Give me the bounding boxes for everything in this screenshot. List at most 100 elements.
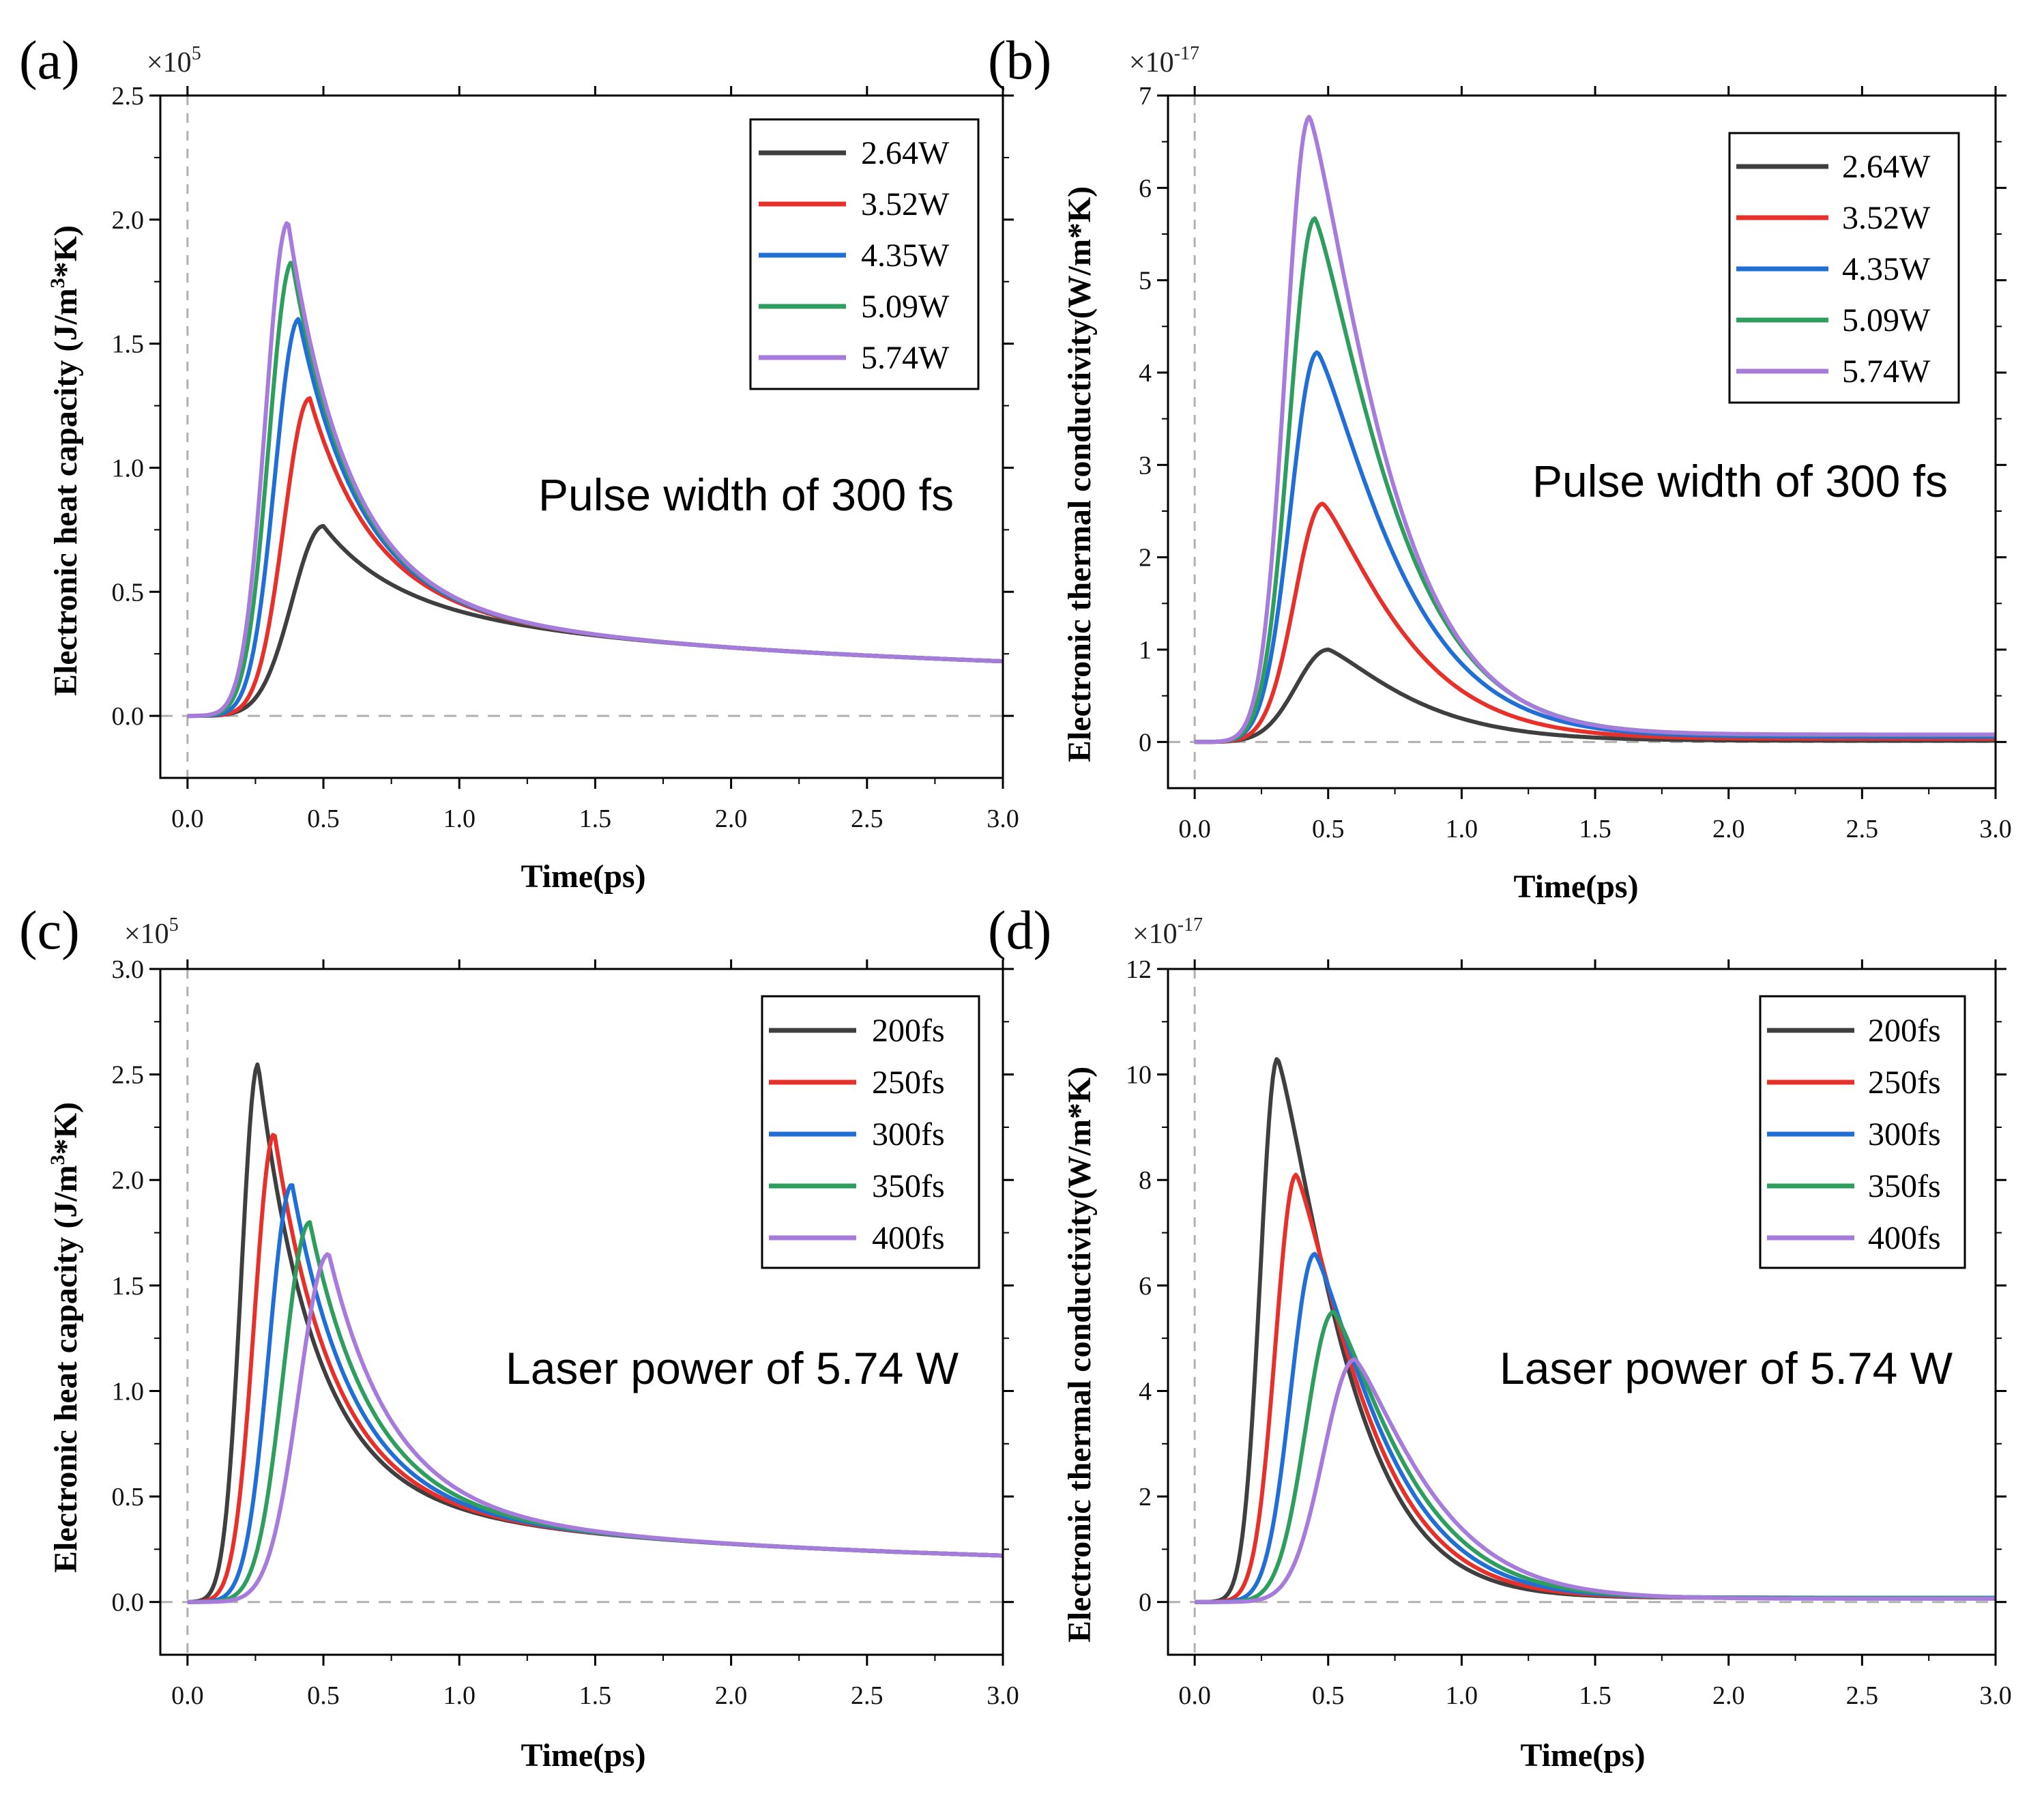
panel-label-b: (b)	[988, 31, 1051, 91]
y-tick-label-c-4: 2.0	[112, 1166, 145, 1195]
panel-d: 0.0 0.5 1.0 1.5 2.0 2.5 3.0 0 2 4 6 8 10 12 (d) ×10-1…	[988, 901, 2012, 1773]
y-tick-label-d-6: 12	[1126, 955, 1152, 984]
panel-label-d: (d)	[988, 901, 1051, 961]
annotation-c: Laser power of 5.74 W	[506, 1343, 959, 1393]
legend-label-a-4: 5.74W	[861, 340, 950, 376]
legend-label-d-2: 300fs	[1868, 1116, 1941, 1153]
y-tick-label-d-1: 2	[1139, 1483, 1152, 1511]
y-multiplier-c: ×105	[124, 914, 179, 950]
plot-area-b: 0.0 0.5 1.0 1.5 2.0 2.5 3.0 0 1 2 3 4 5 6 7	[1139, 82, 2012, 843]
x-tick-label-a-1: 0.5	[307, 805, 340, 833]
y-axis-title-a: Electronic heat capacity (J/m3*K)	[46, 225, 84, 696]
y-tick-label-d-2: 4	[1139, 1377, 1152, 1406]
x-tick-label-a-6: 3.0	[987, 805, 1019, 833]
y-tick-label-a-5: 2.5	[112, 82, 145, 111]
legend-label-c-3: 350fs	[872, 1168, 945, 1204]
plot-frame-a	[159, 94, 1004, 779]
plot-area-c: 0.0 0.5 1.0 1.5 2.0 2.5 3.0 0.0 0.5 1.0 1.5 2.0 2.5 3…	[112, 955, 1019, 1710]
plot-frame-d	[1167, 968, 1997, 1656]
annotation-d: Laser power of 5.74 W	[1500, 1343, 1953, 1393]
series-line-a-5.74W	[187, 221, 1004, 719]
y-tick-label-d-5: 10	[1126, 1061, 1152, 1090]
x-tick-label-c-6: 3.0	[987, 1681, 1019, 1710]
y-tick-label-b-6: 6	[1139, 174, 1152, 203]
plot-area-a: 0.0 0.5 1.0 1.5 2.0 2.5 3.0 0.0 0.5 1.0 1.5 2.0 2.5	[112, 82, 1019, 833]
x-tick-label-a-3: 1.5	[579, 805, 612, 833]
y-tick-label-b-1: 1	[1139, 636, 1152, 665]
panel-label-a: (a)	[19, 31, 80, 91]
x-axis-title-a: Time(ps)	[521, 858, 645, 895]
legend-label-c-2: 300fs	[872, 1116, 945, 1153]
series-line-b-5.74W	[1194, 115, 1996, 744]
annotation-b: Pulse width of 300 fs	[1532, 456, 1948, 506]
legend-label-d-4: 400fs	[1868, 1220, 1941, 1256]
x-tick-label-d-0: 0.0	[1178, 1681, 1211, 1710]
y-tick-label-c-6: 3.0	[112, 955, 145, 984]
y-tick-label-c-2: 1.0	[112, 1377, 145, 1406]
y-multiplier-b: ×10-17	[1129, 43, 1199, 78]
legend-label-a-1: 3.52W	[861, 186, 950, 222]
x-tick-label-b-2: 1.0	[1446, 815, 1478, 843]
x-tick-label-a-4: 2.0	[715, 805, 748, 833]
panel-b: 0.0 0.5 1.0 1.5 2.0 2.5 3.0 0 1 2 3 4 5 6 7 (b) ×10-17…	[988, 31, 2012, 905]
x-tick-label-b-6: 3.0	[1979, 815, 2012, 843]
y-tick-label-a-0: 0.0	[112, 702, 145, 731]
y-tick-label-b-2: 2	[1139, 544, 1152, 573]
x-tick-label-a-5: 2.5	[851, 805, 884, 833]
x-tick-label-b-4: 2.0	[1712, 815, 1745, 843]
y-tick-label-c-1: 0.5	[112, 1483, 145, 1511]
x-tick-label-b-5: 2.5	[1846, 815, 1879, 843]
x-tick-label-c-2: 1.0	[443, 1681, 476, 1710]
x-tick-label-b-3: 1.5	[1579, 815, 1611, 843]
y-tick-label-b-3: 3	[1139, 451, 1152, 480]
x-axis-title-d: Time(ps)	[1520, 1737, 1645, 1773]
y-tick-label-a-2: 1.0	[112, 454, 145, 482]
legend-label-d-0: 200fs	[1868, 1013, 1941, 1049]
legend-label-a-2: 4.35W	[861, 237, 950, 274]
legend-label-d-1: 250fs	[1868, 1064, 1941, 1101]
legend-label-a-3: 5.09W	[861, 289, 950, 325]
series-line-c-400fs	[187, 1252, 1004, 1604]
x-tick-label-c-3: 1.5	[579, 1681, 612, 1710]
legend-label-b-3: 5.09W	[1842, 302, 1931, 338]
x-tick-label-a-2: 1.0	[443, 805, 476, 833]
legend-a: 2.64W 3.52W 4.35W 5.09W 5.74W	[749, 118, 980, 390]
y-tick-label-a-4: 2.0	[112, 206, 145, 235]
y-tick-label-a-1: 0.5	[112, 578, 145, 607]
legend-label-c-1: 250fs	[872, 1064, 945, 1101]
y-tick-label-b-4: 4	[1139, 359, 1152, 388]
panel-c: 0.0 0.5 1.0 1.5 2.0 2.5 3.0 0.0 0.5 1.0 1.5 2.0 2.5 3…	[19, 901, 1019, 1773]
y-tick-label-d-0: 0	[1139, 1589, 1152, 1617]
y-multiplier-d: ×10-17	[1133, 914, 1203, 950]
plot-frame-c	[159, 968, 1004, 1656]
legend-label-b-1: 3.52W	[1842, 200, 1931, 236]
legend-label-a-0: 2.64W	[861, 135, 950, 171]
x-tick-label-b-1: 0.5	[1312, 815, 1345, 843]
x-tick-label-c-1: 0.5	[307, 1681, 340, 1710]
legend-d: 200fs 250fs 300fs 350fs 400fs	[1759, 995, 1966, 1269]
y-tick-label-b-7: 7	[1139, 82, 1152, 111]
x-axis-title-c: Time(ps)	[521, 1737, 645, 1773]
legend-label-c-0: 200fs	[872, 1013, 945, 1049]
x-tick-label-d-1: 0.5	[1312, 1681, 1345, 1710]
y-axis-title-b: Electronic thermal conductivity(W/m*K)	[1062, 186, 1098, 762]
y-axis-title-c: Electronic heat capacity (J/m3*K)	[46, 1102, 84, 1573]
y-tick-label-b-0: 0	[1139, 728, 1152, 757]
y-tick-label-c-0: 0.0	[112, 1589, 145, 1617]
series-line-d-400fs	[1194, 1357, 1996, 1604]
y-tick-label-d-3: 6	[1139, 1272, 1152, 1301]
x-tick-label-b-0: 0.0	[1178, 815, 1211, 843]
legend-label-b-2: 4.35W	[1842, 251, 1931, 287]
legend-label-c-4: 400fs	[872, 1220, 945, 1256]
y-tick-label-a-3: 1.5	[112, 330, 145, 359]
y-tick-label-d-4: 8	[1139, 1166, 1152, 1195]
x-tick-label-d-3: 1.5	[1579, 1681, 1611, 1710]
x-tick-label-d-2: 1.0	[1446, 1681, 1478, 1710]
y-multiplier-a: ×105	[147, 43, 201, 78]
x-tick-label-d-4: 2.0	[1712, 1681, 1745, 1710]
y-tick-label-b-5: 5	[1139, 267, 1152, 295]
legend-label-b-4: 5.74W	[1842, 353, 1931, 390]
plot-area-d: 0.0 0.5 1.0 1.5 2.0 2.5 3.0 0 2 4 6 8 10 12	[1126, 955, 2012, 1710]
